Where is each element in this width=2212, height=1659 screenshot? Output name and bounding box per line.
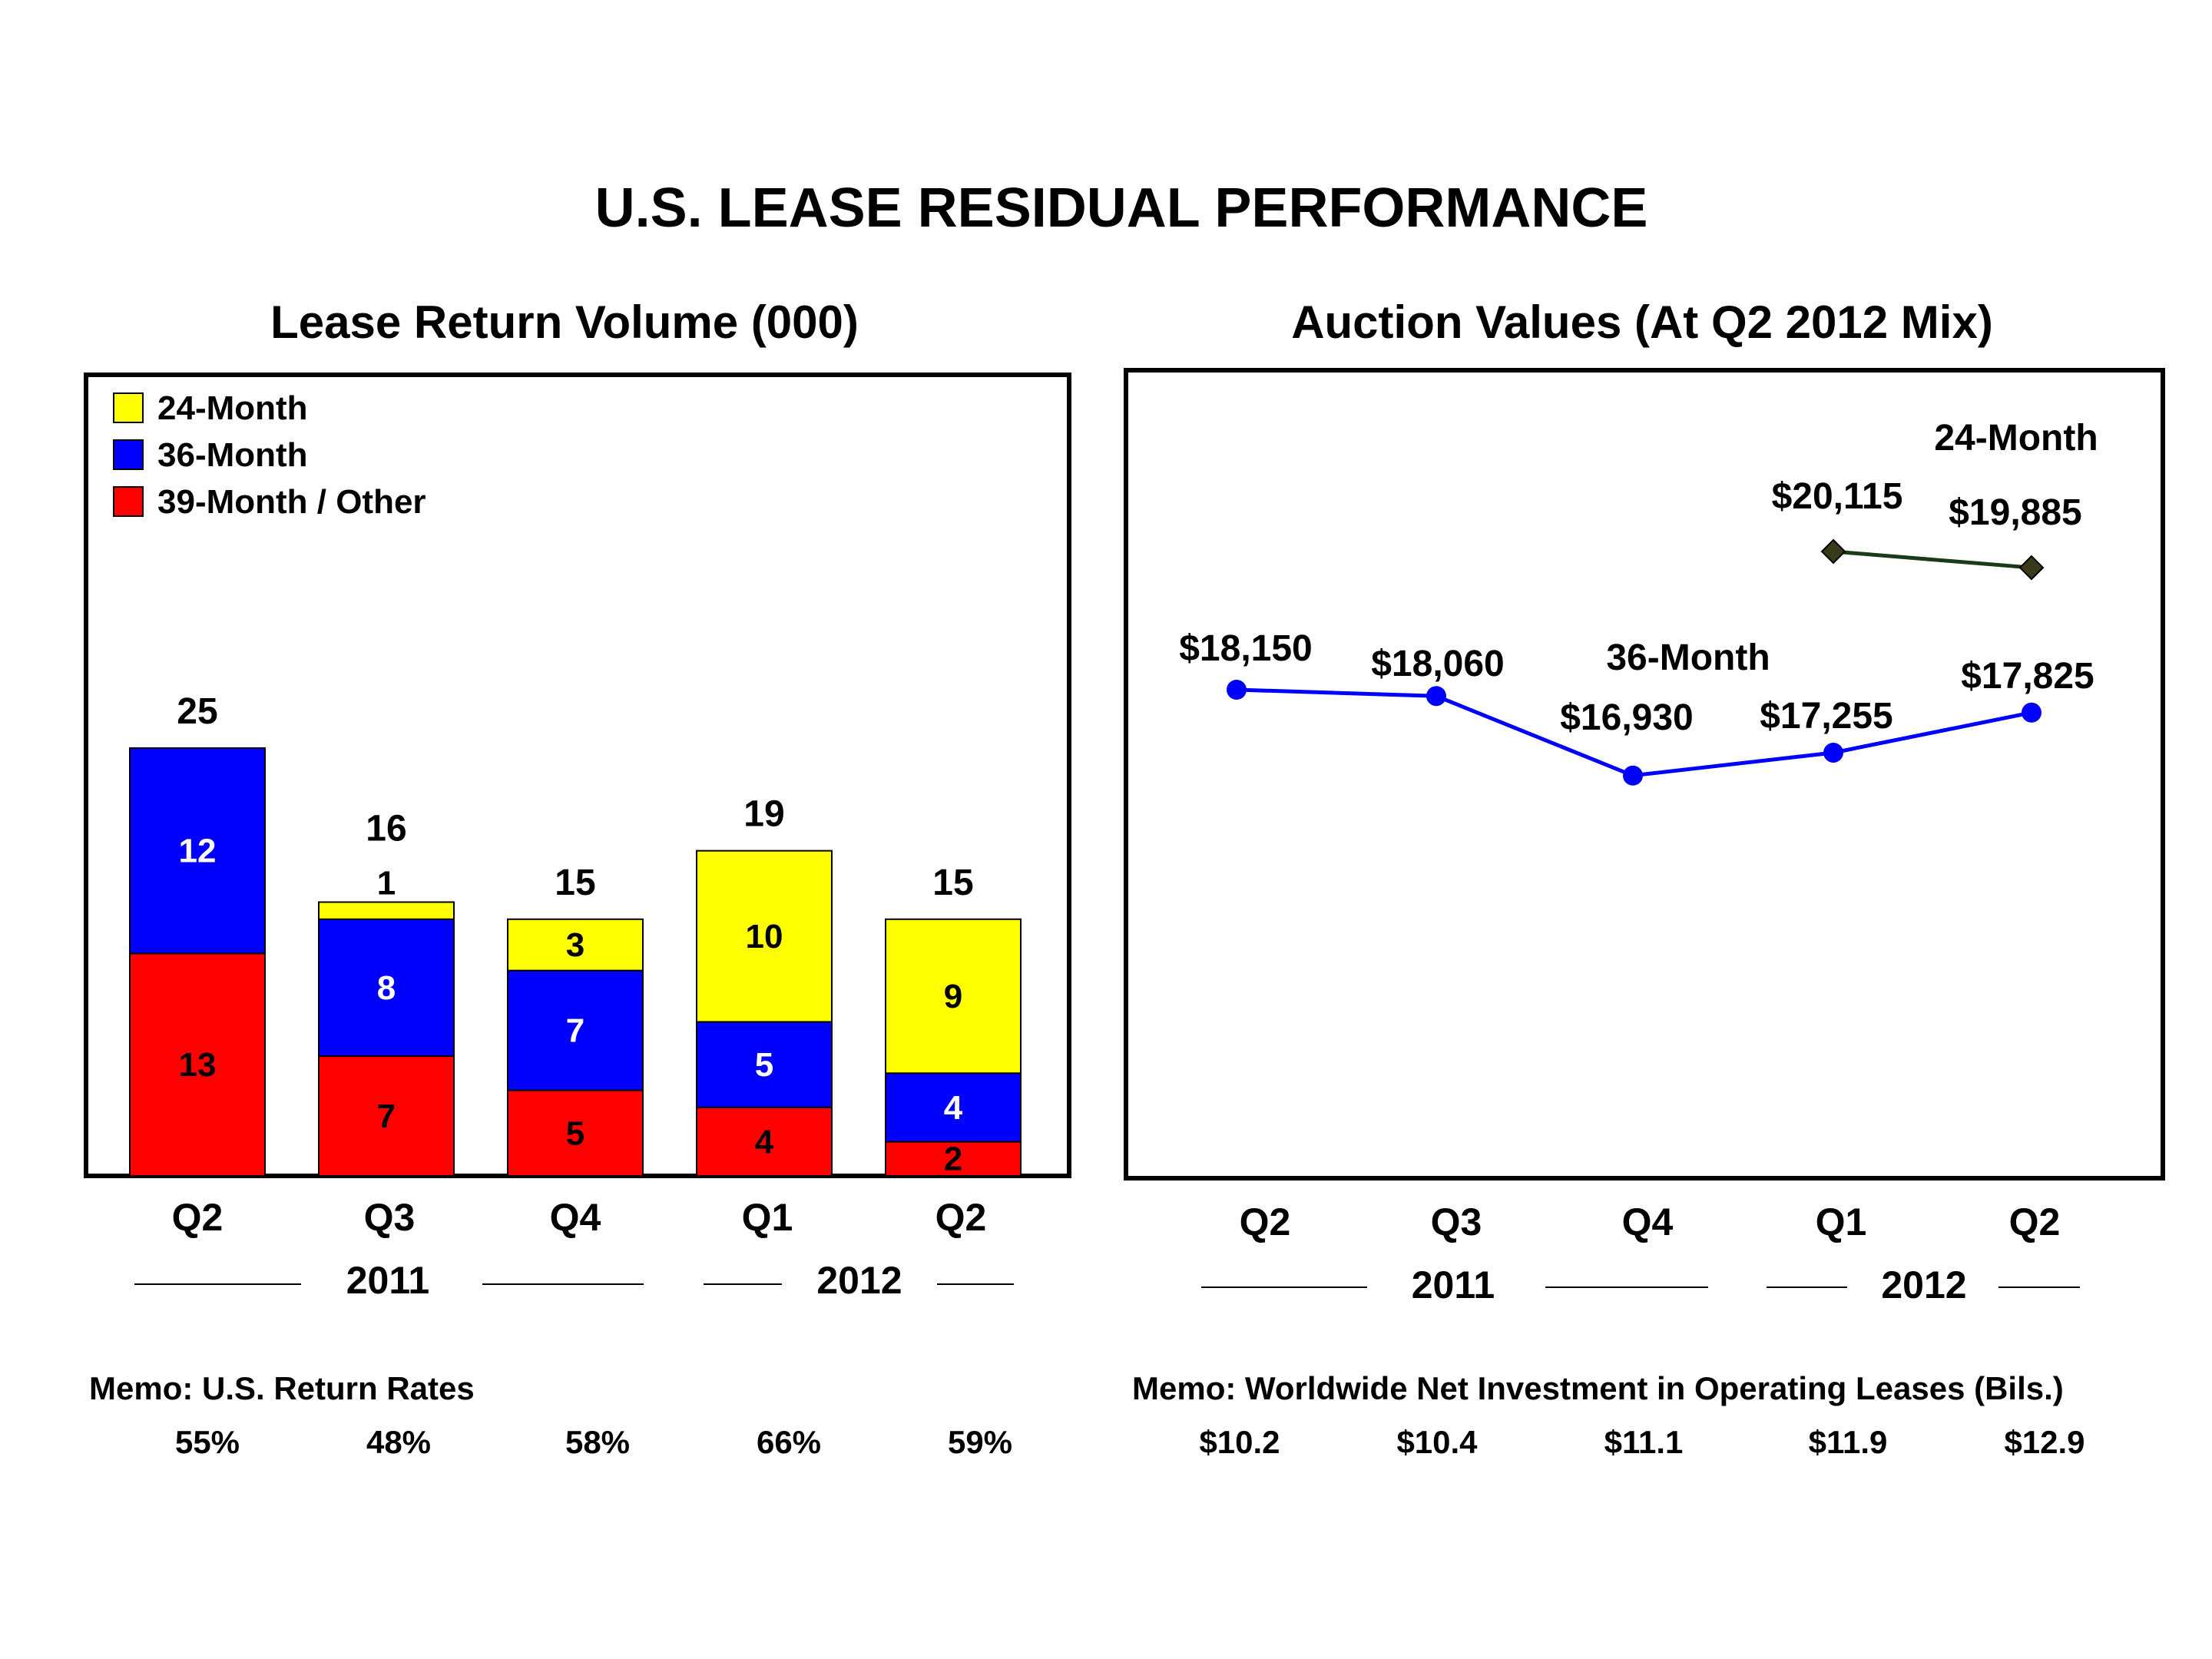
data-label: $18,150 — [1179, 628, 1313, 669]
bar-value-label: 10 — [746, 918, 783, 955]
bar-segment — [507, 918, 644, 972]
bar-value-label: 3 — [566, 926, 584, 964]
right-plot-frame — [1124, 368, 2165, 1181]
memo-value: 59% — [948, 1424, 1012, 1460]
x-tick-label: Q2 — [172, 1196, 224, 1239]
bar-segment — [885, 918, 1022, 1075]
memo-value: $11.1 — [1604, 1424, 1684, 1460]
data-label: $16,930 — [1560, 697, 1694, 738]
bar-value-label: 8 — [377, 969, 396, 1007]
bar-value-label: 12 — [179, 833, 217, 870]
data-label: $20,115 — [1772, 476, 1903, 517]
memo-value: 58% — [565, 1424, 630, 1460]
right-memo-label: Memo: Worldwide Net Investment in Operat… — [1132, 1370, 2064, 1406]
bar-segment — [318, 901, 455, 920]
left-memo: Memo: U.S. Return Rates 55% 48% 58% 66% 59% — [89, 1370, 1012, 1460]
bar-total-label: 19 — [743, 794, 784, 835]
memo-value: $11.9 — [1809, 1424, 1888, 1460]
data-point — [1820, 538, 1846, 565]
data-point — [1227, 680, 1247, 700]
memo-value: 48% — [366, 1424, 431, 1460]
bar-value-label: 1 — [377, 865, 396, 902]
year-label: 2011 — [346, 1259, 429, 1302]
bar-segment — [885, 1141, 1022, 1177]
bar-total-label: 16 — [366, 809, 406, 849]
line-series: $18,150 $18,060 $16,930 $17,255 $17,825 $20,1… — [1179, 418, 2098, 786]
bar-segment — [696, 1106, 833, 1177]
bar-segment — [129, 747, 266, 955]
bar-segment — [507, 969, 644, 1091]
bar-value-label: 7 — [377, 1098, 396, 1135]
data-point — [2018, 555, 2045, 581]
memo-value: $10.2 — [1199, 1424, 1280, 1460]
x-tick-label: Q1 — [742, 1196, 793, 1239]
bar-segment — [885, 1072, 1022, 1143]
data-label: $17,255 — [1760, 696, 1893, 737]
bar-value-label: 4 — [944, 1089, 963, 1127]
legend-swatch — [113, 486, 144, 517]
x-tick-label: Q4 — [1622, 1200, 1674, 1243]
memo-value: 55% — [175, 1424, 240, 1460]
legend: 24-Month 36-Month 39-Month / Other — [113, 389, 426, 521]
year-label: 2011 — [1412, 1263, 1495, 1306]
x-tick-label: Q4 — [550, 1196, 601, 1239]
series-line — [1833, 549, 2032, 570]
memo-value: 66% — [757, 1424, 821, 1460]
legend-label: 39-Month / Other — [157, 483, 426, 521]
bar-value-label: 2 — [944, 1141, 962, 1178]
bar-segment — [696, 849, 833, 1023]
bar-value-label: 9 — [944, 978, 962, 1015]
bar-value-label: 5 — [566, 1114, 584, 1152]
data-label: $17,825 — [1961, 656, 2094, 697]
data-label: $19,885 — [1949, 492, 2082, 533]
series-name-label: 36-Month — [1606, 637, 1770, 678]
memo-value: $10.4 — [1396, 1424, 1478, 1460]
main-title: U.S. LEASE RESIDUAL PERFORMANCE — [595, 177, 1648, 239]
x-tick-label: Q2 — [1240, 1200, 1291, 1243]
x-tick-label: Q1 — [1816, 1200, 1867, 1243]
data-point — [1623, 765, 1643, 786]
data-label: $18,060 — [1371, 644, 1505, 684]
auction-values-chart: Auction Values (At Q2 2012 Mix) $18,150 $… — [1124, 296, 2165, 1460]
left-chart-title: Lease Return Volume (000) — [270, 296, 859, 348]
data-point — [2022, 702, 2041, 723]
bar-value-label: 4 — [755, 1123, 774, 1161]
bar-total-label: 25 — [177, 691, 217, 732]
legend-swatch — [113, 439, 144, 470]
series-name-label: 24-Month — [1934, 418, 2098, 459]
x-tick-label: Q2 — [2009, 1200, 2061, 1243]
memo-value: $12.9 — [2004, 1424, 2085, 1460]
bar-value-label: 7 — [566, 1012, 584, 1050]
legend-label: 36-Month — [157, 436, 308, 474]
bar-segment — [507, 1089, 644, 1177]
legend-label: 24-Month — [157, 389, 308, 427]
data-point — [1823, 742, 1843, 763]
right-memo: Memo: Worldwide Net Investment in Operat… — [1132, 1370, 2085, 1460]
left-x-axis: Q2 Q3 Q4 Q1 Q2 2011 2012 — [134, 1196, 1014, 1302]
bar-value-label: 5 — [755, 1046, 773, 1084]
lease-return-volume-chart: Lease Return Volume (000) 24-Month 36-Mon… — [84, 296, 1071, 1460]
data-point — [1426, 686, 1446, 707]
bar-total-label: 15 — [555, 863, 595, 903]
bar-value-label: 13 — [179, 1046, 217, 1084]
right-chart-title: Auction Values (At Q2 2012 Mix) — [1291, 296, 1993, 348]
bar-total-label: 15 — [932, 863, 973, 903]
year-label: 2012 — [816, 1259, 902, 1302]
stacked-bars: 13 12 25 7 8 1 16 5 7 3 15 4 5 10 19 2 4 9 15 — [129, 691, 1022, 1178]
right-x-axis: Q2 Q3 Q4 Q1 Q2 2011 2012 — [1201, 1200, 2080, 1306]
bar-segment — [318, 918, 455, 1058]
legend-swatch — [113, 392, 144, 423]
x-tick-label: Q2 — [935, 1196, 987, 1239]
x-tick-label: Q3 — [1431, 1200, 1482, 1243]
left-memo-label: Memo: U.S. Return Rates — [89, 1370, 475, 1406]
x-tick-label: Q3 — [364, 1196, 416, 1239]
bar-segment — [696, 1021, 833, 1108]
year-label: 2012 — [1881, 1263, 1966, 1306]
